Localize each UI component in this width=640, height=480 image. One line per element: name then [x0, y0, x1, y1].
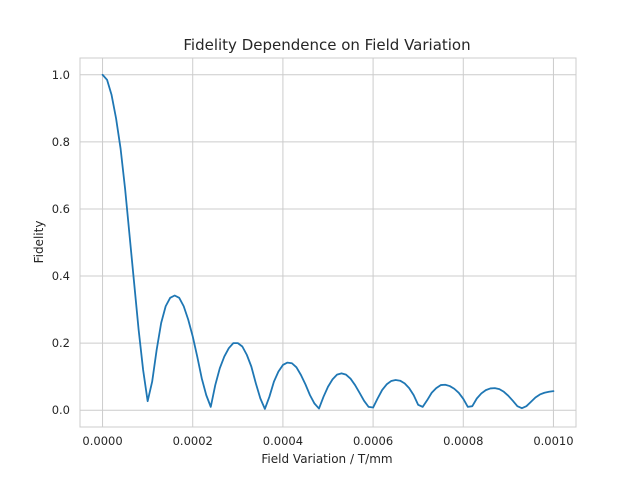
x-tick-label: 0.0000 [82, 434, 122, 448]
y-axis-label: Fidelity [32, 221, 46, 264]
chart-title: Fidelity Dependence on Field Variation [183, 36, 470, 54]
y-tick-label: 0.0 [52, 403, 70, 417]
x-tick-label: 0.0008 [443, 434, 483, 448]
x-tick-labels: 0.0000 0.0002 0.0004 0.0006 0.0008 0.0010 [82, 434, 573, 448]
x-tick-label: 0.0010 [533, 434, 573, 448]
x-tick-label: 0.0002 [173, 434, 213, 448]
y-tick-label: 1.0 [52, 68, 70, 82]
x-axis-label: Field Variation / T/mm [261, 452, 392, 466]
y-tick-label: 0.8 [52, 135, 70, 149]
fidelity-series-line [101, 73, 555, 410]
plot-frame [79, 57, 577, 428]
x-tick-label: 0.0004 [263, 434, 303, 448]
x-tick-label: 0.0006 [353, 434, 393, 448]
y-tick-label: 0.2 [52, 336, 70, 350]
y-tick-labels: 0.0 0.2 0.4 0.6 0.8 1.0 [52, 68, 70, 417]
grid-lines [80, 58, 576, 427]
y-tick-label: 0.6 [52, 202, 70, 216]
y-tick-label: 0.4 [52, 269, 70, 283]
series-layer [101, 73, 555, 410]
